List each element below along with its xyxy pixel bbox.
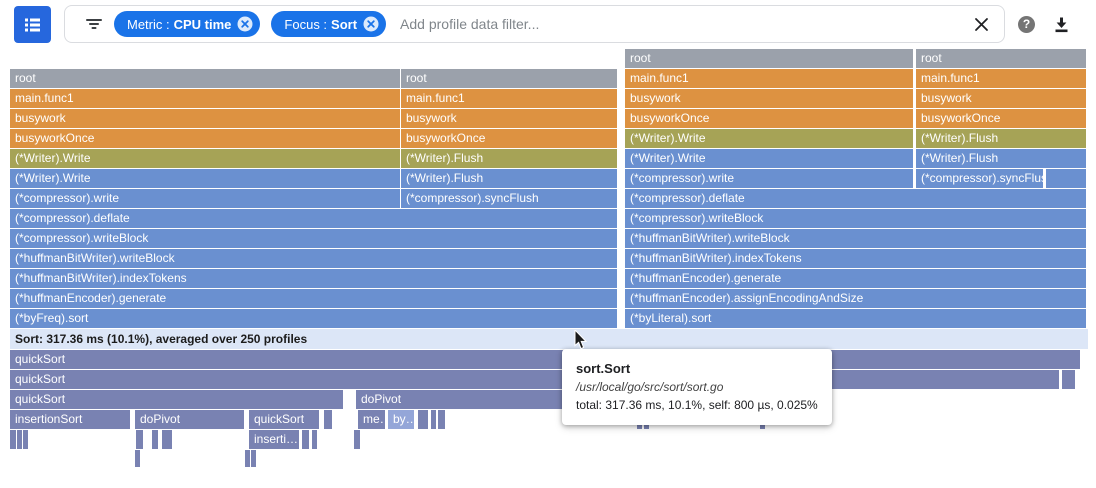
flame-frame[interactable]: quickSort	[10, 370, 1059, 389]
chip-remove-icon[interactable]	[363, 16, 379, 32]
chip-remove-icon[interactable]	[237, 16, 253, 32]
flame-frame[interactable]: (*Writer).Flush	[401, 169, 617, 188]
flame-frame[interactable]: by…	[388, 410, 414, 429]
chip-value: CPU time	[173, 16, 232, 32]
flame-frame[interactable]: busyworkOnce	[916, 109, 1086, 128]
flame-frame[interactable]: busywork	[401, 109, 617, 128]
flame-frame[interactable]	[431, 410, 436, 429]
flame-frame[interactable]: busywork	[916, 89, 1086, 108]
flame-frame[interactable]	[135, 450, 140, 467]
flame-frame[interactable]: (*compressor).syncFlush	[401, 189, 617, 208]
flame-frame[interactable]	[245, 450, 250, 467]
clear-filter-button[interactable]	[973, 16, 990, 33]
flame-frame[interactable]: (*Writer).Write	[10, 149, 400, 168]
flame-frame[interactable]: (*Writer).Write	[625, 149, 913, 168]
flame-frame[interactable]: (*compressor).deflate	[10, 209, 617, 228]
help-button[interactable]: ?	[1018, 15, 1035, 33]
flame-frame[interactable]: (*huffmanBitWriter).indexTokens	[10, 269, 617, 288]
flame-frame[interactable]	[10, 430, 16, 449]
tooltip-source-path: /usr/local/go/src/sort/sort.go	[576, 380, 724, 394]
flame-frame[interactable]	[312, 430, 317, 449]
chip-field: Focus :	[284, 16, 328, 32]
download-button[interactable]	[1052, 15, 1071, 34]
list-icon	[25, 18, 40, 31]
flame-frame[interactable]	[23, 430, 28, 449]
flame-frame[interactable]	[1046, 169, 1086, 188]
flame-frame[interactable]: busywork	[625, 89, 913, 108]
flame-frame[interactable]: quickSort	[249, 410, 319, 429]
flame-frame[interactable]: busyworkOnce	[401, 129, 617, 148]
flame-frame[interactable]: (*huffmanBitWriter).writeBlock	[625, 229, 1086, 248]
flame-frame[interactable]	[438, 410, 445, 429]
flame-frame[interactable]: (*huffmanBitWriter).writeBlock	[10, 249, 617, 268]
flame-frame[interactable]: root	[10, 69, 400, 88]
menu-button[interactable]	[14, 5, 51, 43]
flame-frame[interactable]: main.func1	[401, 89, 617, 108]
flame-frame[interactable]: main.func1	[625, 69, 913, 88]
flame-frame[interactable]: (*Writer).Flush	[916, 129, 1086, 148]
flame-frame[interactable]: inserti…	[249, 430, 299, 449]
help-icon: ?	[1022, 17, 1031, 31]
flame-frame[interactable]	[354, 430, 360, 449]
flame-frame[interactable]: insertionSort	[10, 410, 130, 429]
flame-frame[interactable]	[152, 430, 158, 449]
flame-frame[interactable]	[418, 410, 428, 429]
flame-frame[interactable]: (*Writer).Write	[10, 169, 400, 188]
frame-tooltip: sort.Sort /usr/local/go/src/sort/sort.go…	[562, 349, 832, 425]
flame-frame[interactable]: main.func1	[916, 69, 1086, 88]
flame-frame[interactable]	[302, 430, 309, 449]
flame-frame[interactable]	[1062, 370, 1075, 389]
chip-field: Metric :	[127, 16, 170, 32]
flame-frame[interactable]: quickSort	[10, 350, 1080, 369]
sort-summary-row[interactable]: Sort: 317.36 ms (10.1%), averaged over 2…	[10, 329, 1088, 349]
filter-input[interactable]	[398, 15, 973, 33]
flame-frame[interactable]: (*Writer).Flush	[401, 149, 617, 168]
flame-frame[interactable]: doPivot	[135, 410, 244, 429]
flame-frame[interactable]	[162, 430, 167, 449]
filter-list-icon	[85, 15, 103, 33]
flame-frame[interactable]	[324, 410, 332, 429]
flame-frame[interactable]: main.func1	[10, 89, 400, 108]
tooltip-function-name: sort.Sort	[576, 361, 631, 376]
flame-frame[interactable]	[136, 430, 143, 449]
flame-frame[interactable]: busywork	[10, 109, 400, 128]
flame-frame[interactable]: me…	[358, 410, 385, 429]
flame-frame[interactable]	[17, 430, 22, 449]
close-icon	[975, 17, 988, 31]
flame-frame[interactable]: (*compressor).write	[10, 189, 400, 208]
flame-frame[interactable]: (*huffmanEncoder).generate	[625, 269, 1086, 288]
download-icon	[1055, 17, 1068, 32]
filter-chip-metric[interactable]: Metric : CPU time	[114, 11, 261, 37]
toolbar: Metric : CPU time Focus : Sort	[0, 0, 1096, 48]
flame-frame[interactable]: (*compressor).syncFlush	[916, 169, 1043, 188]
flame-frame[interactable]	[251, 450, 256, 467]
flame-frame[interactable]: busyworkOnce	[625, 109, 913, 128]
chip-value: Sort	[331, 16, 358, 32]
flame-frame[interactable]: (*huffmanEncoder).generate	[10, 289, 617, 308]
flame-frame[interactable]: (*huffmanBitWriter).indexTokens	[625, 249, 1086, 268]
flame-frame[interactable]: (*Writer).Flush	[916, 149, 1086, 168]
flame-frame[interactable]: (*compressor).write	[625, 169, 913, 188]
flame-frame[interactable]	[167, 430, 172, 449]
flame-frame[interactable]: (*Writer).Write	[625, 129, 913, 148]
flame-frame[interactable]: (*compressor).writeBlock	[10, 229, 617, 248]
flame-frame[interactable]: (*compressor).deflate	[625, 189, 1086, 208]
flame-frame[interactable]: root	[916, 49, 1086, 68]
flame-frame[interactable]: (*byLiteral).sort	[625, 309, 1086, 328]
flame-frame[interactable]: root	[625, 49, 913, 68]
tooltip-metrics: total: 317.36 ms, 10.1%, self: 800 µs, 0…	[576, 398, 818, 412]
filter-bar: Metric : CPU time Focus : Sort	[64, 5, 1005, 43]
flame-frame[interactable]: busyworkOnce	[10, 129, 400, 148]
flame-frame[interactable]: quickSort	[10, 390, 343, 409]
flame-frame[interactable]: (*compressor).writeBlock	[625, 209, 1086, 228]
flame-frame[interactable]: (*byFreq).sort	[10, 309, 617, 328]
flame-frame[interactable]: (*huffmanEncoder).assignEncodingAndSize	[625, 289, 1086, 308]
flame-frame[interactable]: root	[401, 69, 617, 88]
filter-chip-focus[interactable]: Focus : Sort	[271, 11, 387, 37]
